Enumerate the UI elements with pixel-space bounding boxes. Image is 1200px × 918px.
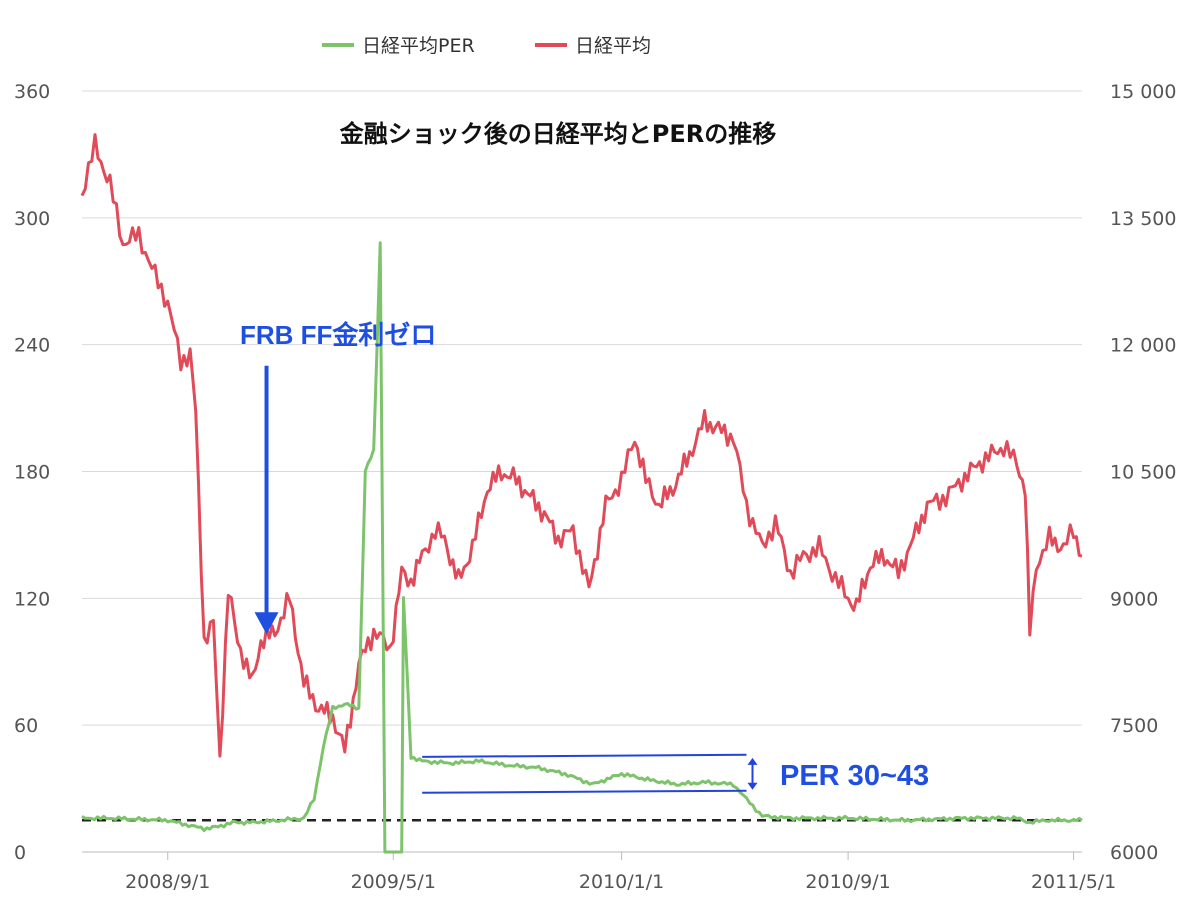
y-right-tick-label: 6000 xyxy=(1110,842,1158,864)
series-layer xyxy=(80,133,1083,854)
legend-label-per: 日経平均PER xyxy=(362,35,475,57)
y-left-tick-label: 300 xyxy=(14,208,50,230)
legend-label-nikkei: 日経平均 xyxy=(575,35,651,57)
annotation-frb-arrow-head xyxy=(254,612,279,635)
annotation-per-lower-line xyxy=(422,789,747,794)
y-right-tick-label: 9000 xyxy=(1110,588,1158,610)
y-right-tick-label: 13 500 xyxy=(1110,208,1176,230)
y-axis-left: 0 60 120 180 240 300 360 xyxy=(14,81,50,864)
legend[interactable]: 日経平均PER 日経平均 xyxy=(322,35,651,57)
grid xyxy=(82,90,1082,853)
chart-title: 金融ショック後の日経平均とPERの推移 xyxy=(339,120,776,148)
y-left-tick-label: 360 xyxy=(14,81,50,103)
series-line-nikkei xyxy=(80,133,1083,758)
annotation-frb-label: FRB FF金利ゼロ xyxy=(240,320,436,350)
legend-item-nikkei[interactable]: 日経平均 xyxy=(535,35,651,57)
y-left-tick-label: 0 xyxy=(14,842,26,864)
annotation-per-arrow-down xyxy=(747,782,758,790)
series-line-per xyxy=(81,241,1083,854)
annotation-per-upper-line xyxy=(422,753,747,758)
y-left-tick-label: 60 xyxy=(14,715,38,737)
legend-item-per[interactable]: 日経平均PER xyxy=(322,35,475,57)
x-tick-label: 2010/1/1 xyxy=(579,871,664,893)
y-left-tick-label: 240 xyxy=(14,335,50,357)
x-tick-label: 2011/5/1 xyxy=(1031,871,1116,893)
annotation-per-range-label: PER 30~43 xyxy=(780,760,929,792)
x-axis: 2008/9/1 2009/5/1 2010/1/1 2010/9/1 2011/5/1 xyxy=(82,851,1116,893)
y-axis-right: 6000 7500 9000 10 500 12 000 13 500 15 000 xyxy=(1110,81,1176,864)
annotations xyxy=(254,365,758,794)
y-right-tick-label: 12 000 xyxy=(1110,335,1176,357)
annotation-per-arrow-up xyxy=(747,757,758,765)
x-tick-label: 2010/9/1 xyxy=(805,871,890,893)
y-left-tick-label: 180 xyxy=(14,462,50,484)
y-right-tick-label: 15 000 xyxy=(1110,81,1176,103)
x-tick-label: 2009/5/1 xyxy=(351,871,436,893)
y-right-tick-label: 7500 xyxy=(1110,715,1158,737)
y-left-tick-label: 120 xyxy=(14,588,50,610)
x-tick-label: 2008/9/1 xyxy=(125,871,210,893)
y-right-tick-label: 10 500 xyxy=(1110,462,1176,484)
